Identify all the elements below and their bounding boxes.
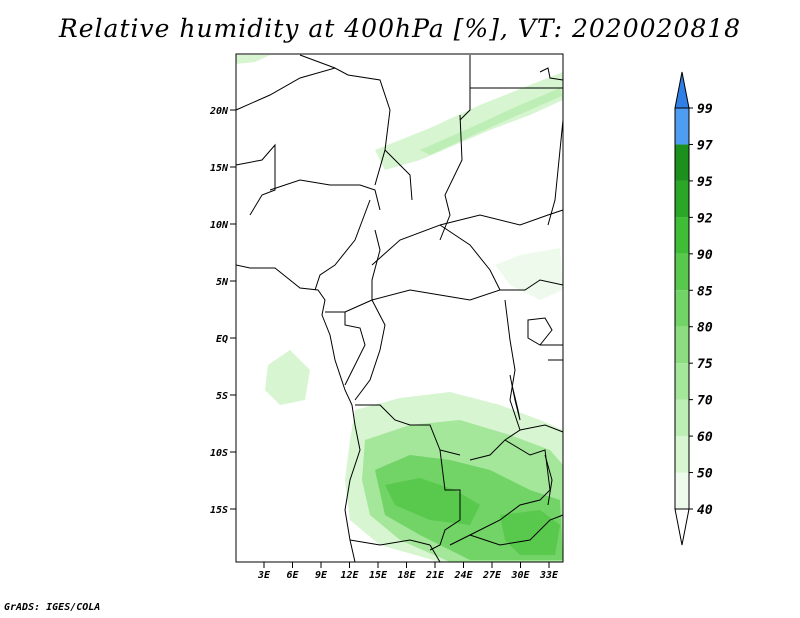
colorbar-label: 70	[697, 394, 713, 409]
colorbar-label: 75	[697, 357, 713, 372]
lon-tick-label: 33E	[539, 570, 559, 581]
colorbar-segment	[675, 108, 689, 145]
border-nigeria-cameroon	[314, 199, 371, 291]
lat-tick-label: 5S	[216, 391, 228, 402]
border-mauritania-mali	[235, 67, 391, 186]
lat-tick-label: 5N	[216, 277, 229, 288]
country-borders	[235, 54, 564, 563]
border-tanzania-mozambique	[519, 424, 564, 433]
humidity-south-core-east	[500, 510, 560, 555]
lon-tick-label: 9E	[315, 570, 328, 581]
lat-tick-label: 15S	[210, 505, 228, 516]
colorbar-label: 85	[697, 284, 713, 299]
lon-tick-label: 27E	[482, 570, 502, 581]
humidity-shading	[236, 55, 563, 562]
humidity-plume-northeast-core	[420, 88, 562, 155]
colorbar-label: 97	[697, 138, 713, 153]
colorbar-segment	[675, 180, 689, 218]
colorbar-segment	[675, 326, 689, 364]
colorbar-segment	[675, 253, 689, 291]
colorbar-segment	[675, 363, 689, 400]
lon-tick-label: 30E	[510, 570, 530, 581]
colorbar-segment	[675, 472, 689, 509]
border-nigeria-north	[269, 179, 381, 211]
map-title: Relative humidity at 400hPa [%], VT: 202…	[58, 14, 742, 43]
colorbar-label: 80	[697, 321, 713, 336]
colorbar-segment	[675, 399, 689, 437]
border-sudan-south-sudan	[439, 209, 564, 226]
lat-tick-label: 15N	[210, 163, 229, 174]
colorbar: 40 50 60 70 75 80 85 90 92 95 97 99	[674, 71, 713, 546]
colorbar-label: 50	[697, 467, 713, 482]
lat-tick-label: EQ	[216, 334, 228, 345]
colorbar-lower-triangle	[674, 508, 690, 546]
colorbar-label: 90	[697, 248, 713, 263]
lat-tick-label: 10N	[210, 220, 229, 231]
humidity-plume-central	[495, 248, 563, 300]
lon-tick-label: 18E	[397, 570, 416, 581]
lon-tick-label: 15E	[369, 570, 388, 581]
border-kenya-uganda	[540, 344, 563, 361]
colorbar-upper-triangle	[674, 71, 690, 109]
lat-tick-label: 20N	[209, 106, 229, 117]
border-zambia-east	[449, 439, 551, 546]
colorbar-label: 95	[697, 175, 713, 190]
border-gabon-congo	[325, 311, 366, 386]
lon-tick-label: 21E	[425, 570, 445, 581]
coastline-red-sea	[539, 67, 564, 81]
longitude-axis: 3E 6E 9E 12E 15E 18E 21E 24E 27E 30E 33E	[257, 562, 559, 581]
border-south-sudan-drc	[500, 279, 564, 291]
lake-victoria	[527, 317, 553, 346]
colorbar-segment	[675, 436, 689, 473]
colorbar-label: 60	[697, 430, 713, 445]
border-libya-egypt	[459, 55, 471, 121]
humidity-south-core	[385, 478, 480, 525]
border-botswana	[429, 544, 441, 563]
lon-tick-label: 12E	[340, 570, 359, 581]
border-congo-drc	[354, 299, 386, 401]
border-cameroon-car	[344, 229, 381, 313]
lon-tick-label: 3E	[257, 570, 271, 581]
lon-tick-label: 6E	[286, 570, 299, 581]
coastline-east	[547, 119, 564, 226]
grads-credit: GrADS: IGES/COLA	[4, 602, 101, 613]
border-niger-chad	[384, 149, 413, 201]
colorbar-label: 40	[697, 503, 713, 518]
border-namibia	[349, 539, 431, 546]
border-malawi	[544, 454, 553, 506]
coastline-west-africa	[235, 55, 361, 563]
colorbar-segment	[675, 290, 689, 327]
border-mali-burkina	[235, 143, 276, 216]
latitude-axis: 20N 15N 10N 5N EQ 5S 10S 15S	[209, 106, 236, 516]
border-angola-zambia	[429, 449, 461, 551]
border-zimbabwe	[469, 514, 564, 546]
colorbar-frame	[674, 107, 690, 510]
map-frame	[235, 53, 564, 563]
lat-tick-label: 10S	[210, 448, 228, 459]
lake-tanganyika	[509, 374, 521, 421]
humidity-plume-west	[265, 350, 310, 405]
lon-tick-label: 24E	[453, 570, 473, 581]
colorbar-label: 92	[697, 211, 713, 226]
border-drc-east	[469, 299, 521, 461]
border-algeria-niger	[299, 54, 336, 69]
colorbar-segment	[675, 217, 689, 254]
humidity-plume-northeast	[375, 72, 563, 170]
colorbar-segment	[675, 144, 689, 181]
colorbar-label: 99	[697, 102, 713, 117]
border-car-south	[371, 224, 501, 301]
humidity-plume-north	[236, 55, 270, 64]
